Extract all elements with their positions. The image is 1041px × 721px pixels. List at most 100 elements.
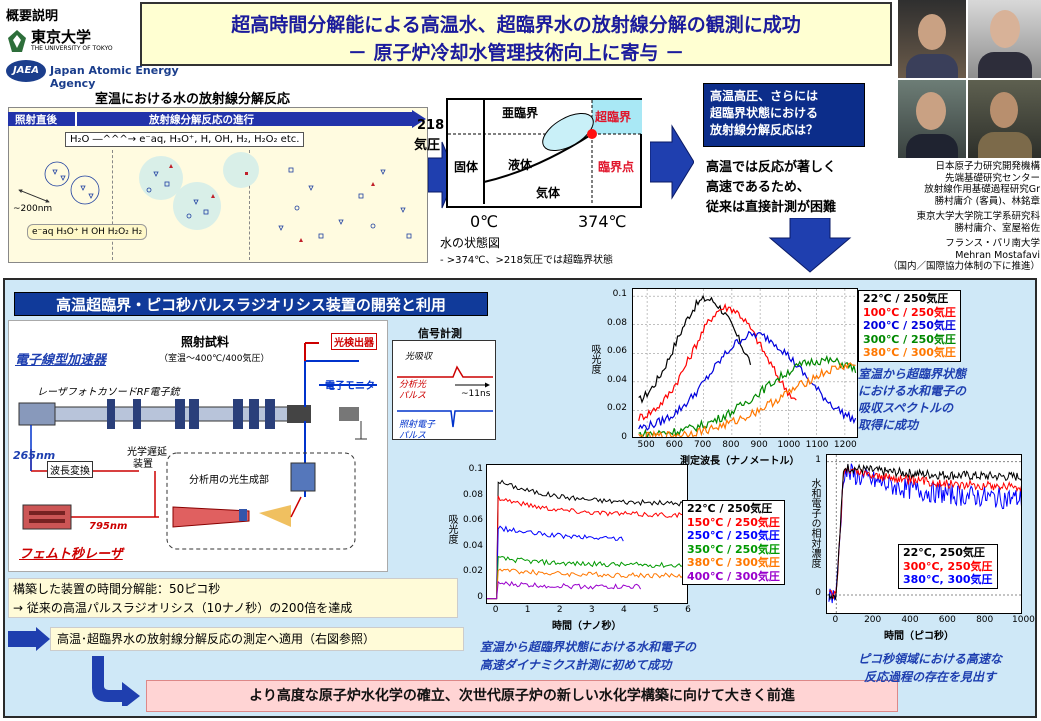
series-line bbox=[487, 495, 687, 600]
tick-label: 0 bbox=[621, 432, 627, 442]
question-line2: 超臨界状態における bbox=[710, 106, 819, 120]
tick-label: 0.04 bbox=[606, 374, 627, 385]
tick-label: 4 bbox=[620, 605, 627, 615]
tick-label: 600 bbox=[938, 615, 956, 625]
reaction-equation: H₂O ―^^^→ e⁻aq, H₃O⁺, H, OH, H₂, H₂O₂ et… bbox=[65, 132, 305, 147]
chart-ns-xlabel: 時間（ナノ秒） bbox=[552, 621, 622, 632]
names-jaea: 勝村庸介 (客員)、林銘章 bbox=[934, 195, 1040, 207]
irr-pulse-label-1: 照射電子 bbox=[399, 420, 436, 430]
region-gas: 気体 bbox=[536, 186, 561, 200]
region-liquid: 液体 bbox=[508, 158, 533, 172]
series-line bbox=[487, 580, 642, 600]
face-shape bbox=[990, 10, 1020, 48]
application-arrow bbox=[8, 627, 50, 651]
delay-label: ~11ns bbox=[461, 389, 491, 399]
tick-label: 0.08 bbox=[462, 489, 483, 500]
tick-label: 0.04 bbox=[462, 540, 483, 551]
species-legend: e⁻aq H₃O⁺ H OH H₂O₂ H₂ bbox=[27, 224, 148, 240]
wl-265-label: 265nm bbox=[13, 449, 56, 462]
series-line bbox=[638, 354, 857, 437]
conclusion-arrow bbox=[92, 656, 140, 706]
spectrum-caption-2: における水和電子の bbox=[858, 384, 967, 398]
title-banner: 超高時間分解能による高温水、超臨界水の放射線分解の観測に成功 － 原子炉冷却水管… bbox=[140, 2, 892, 66]
chart-ps-xlabel: 時間（ピコ秒） bbox=[884, 631, 954, 642]
signal-label: 信号計測 bbox=[418, 327, 462, 340]
series-line bbox=[487, 479, 687, 600]
tick-label: 0 bbox=[815, 588, 821, 598]
tick-label: 0.02 bbox=[462, 566, 483, 577]
series-line bbox=[638, 362, 856, 437]
section-title: 高温超臨界・ピコ秒パルスラジオリシス装置の開発と利用 bbox=[14, 292, 488, 316]
jaea-text: Japan Atomic Energy Agency bbox=[50, 64, 179, 90]
critical-point-label: 臨界点 bbox=[598, 160, 635, 174]
legend-entry: 350℃ / 250気圧 bbox=[687, 542, 780, 556]
tick-label: 3 bbox=[588, 605, 595, 615]
tick-label: 400 bbox=[901, 615, 919, 625]
progress-arrow bbox=[8, 110, 426, 128]
photo-person-1 bbox=[898, 0, 966, 78]
conclusion-banner: より高度な原子炉水化学の確立、次世代原子炉の新しい水化学構築に向けて大きく前進 bbox=[146, 680, 898, 712]
tick-label: 0 bbox=[832, 615, 839, 625]
title-line1: 超高時間分解能による高温水、超臨界水の放射線分解の観測に成功 bbox=[231, 14, 801, 36]
tick-label: 0 bbox=[492, 605, 499, 615]
ps-caption-1: ピコ秒領域における高速な bbox=[857, 652, 1002, 666]
time-resolution-box: 構築した装置の時間分解能：50ピコ秒 → 従来の高温パルスラジオリシス（10ナノ… bbox=[8, 578, 458, 618]
chart-spectra-xlabel: 測定波長（ナノメートル） bbox=[680, 456, 800, 467]
legend-entry: 22°C, 250気圧 bbox=[903, 546, 985, 559]
spur-illustration bbox=[18, 152, 412, 242]
chart-spectra bbox=[632, 288, 858, 438]
tick-label: 0.06 bbox=[462, 515, 483, 526]
affil-center: 先端基礎研究センター bbox=[944, 172, 1040, 184]
affil-jaea: 日本原子力研究開発機構 bbox=[935, 161, 1040, 172]
ns-caption-2: 高速ダイナミクス計測に初めて成功 bbox=[480, 658, 672, 672]
legend-entry: 380°C, 300気圧 bbox=[903, 573, 993, 586]
question-text-2: 高速であるため、 bbox=[706, 180, 810, 195]
arrow-label-progress: 放射線分解反応の進行 bbox=[149, 114, 254, 126]
legend-entry: 300°C, 250気圧 bbox=[903, 559, 993, 573]
apparatus-diagram: 電子線型加速器 レーザフォトカソードRF電子銃 照射試料 （室温～400℃/40… bbox=[8, 320, 388, 572]
title-line2: － 原子炉冷却水管理技術向上に寄与 － bbox=[347, 42, 685, 64]
series-line bbox=[487, 568, 687, 600]
question-text-3: 従来は直接計測が困難 bbox=[706, 200, 837, 215]
phase-xtick-374: 374℃ bbox=[578, 212, 627, 231]
series-line bbox=[638, 294, 752, 404]
jaea-mark: JAEA bbox=[6, 60, 46, 82]
region-subcritical: 亜臨界 bbox=[502, 106, 539, 120]
flow-arrow-right bbox=[650, 124, 694, 200]
tokyo-logo-en: THE UNIVERSITY OF TOKYO bbox=[31, 45, 113, 52]
chart-ns-ylabel: 吸光度 bbox=[446, 514, 457, 544]
photo-person-2 bbox=[968, 0, 1041, 78]
tick-label: 600 bbox=[665, 440, 683, 450]
ps-caption-2: 反応過程の存在を見出す bbox=[863, 670, 996, 684]
tick-label: 0.1 bbox=[612, 289, 627, 300]
spectrum-caption-3: 吸収スペクトルの bbox=[858, 401, 954, 415]
chart-spectra-ylabel: 吸光度 bbox=[589, 344, 600, 374]
application-text: 高温･超臨界水の放射線分解反応の測定へ適用（右図参照） bbox=[50, 627, 464, 651]
affil-utokyo: 東京大学大学院工学系研究科 bbox=[916, 211, 1040, 222]
question-box: 高温高圧、さらには 超臨界状態における 放射線分解反応は？ bbox=[703, 83, 865, 147]
question-text: 高温では反応が著しく 高速であるため、 従来は直接計測が困難 bbox=[706, 158, 836, 218]
photo-person-4 bbox=[968, 80, 1041, 158]
tick-label: 1 bbox=[524, 605, 531, 615]
series-line bbox=[828, 463, 1021, 601]
phase-note: - >374℃、>218気圧では超臨界状態 bbox=[440, 255, 613, 266]
phase-ylabel-unit: 気圧 bbox=[414, 138, 441, 153]
tick-label: 800 bbox=[976, 615, 994, 625]
question-line1: 高温高圧、さらには bbox=[710, 89, 819, 103]
legend-entry: 380℃ / 300気圧 bbox=[863, 346, 956, 359]
sample-condition: （室温～400℃/400気圧） bbox=[159, 354, 270, 364]
tick-label: 200 bbox=[864, 615, 882, 625]
question-line3: 放射線分解反応は？ bbox=[710, 123, 819, 137]
face-shape bbox=[916, 92, 946, 130]
series-line bbox=[638, 303, 797, 421]
divider bbox=[249, 150, 250, 260]
signal-trace bbox=[397, 365, 493, 428]
photos bbox=[898, 0, 1041, 160]
body-shape bbox=[906, 134, 958, 158]
gun-label: レーザフォトカソードRF電子銃 bbox=[37, 387, 180, 398]
overview-label: 概要説明 bbox=[6, 9, 59, 24]
wavelength-conversion: 波長変換 bbox=[47, 461, 93, 478]
scale-label: ~200nm bbox=[13, 204, 53, 214]
tick-label: 1200 bbox=[833, 440, 857, 450]
tick-label: 0.08 bbox=[606, 317, 627, 328]
